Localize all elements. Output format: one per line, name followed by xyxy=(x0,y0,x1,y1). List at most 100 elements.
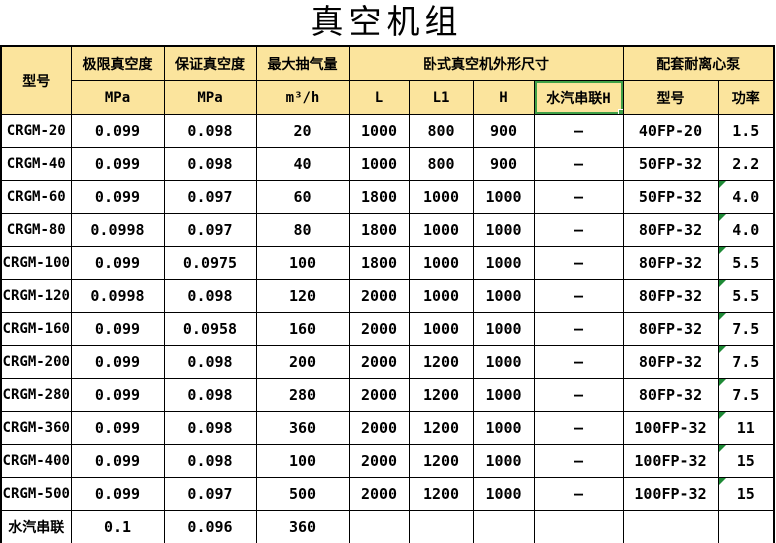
cell-pump_model[interactable]: 100FP-32 xyxy=(622,477,719,511)
cell-ultimate[interactable]: 0.1 xyxy=(70,510,165,543)
cell-H[interactable]: 1000 xyxy=(472,279,535,313)
header-max-pumping[interactable]: 最大抽气量 xyxy=(255,45,350,81)
header-unit-mpa-2[interactable]: MPa xyxy=(163,80,257,115)
header-dimensions-group[interactable]: 卧式真空机外形尺寸 xyxy=(348,45,624,81)
cell-guaranteed[interactable]: 0.097 xyxy=(163,477,257,511)
cell-L1[interactable]: 1000 xyxy=(408,279,474,313)
cell-power[interactable]: 4.0 xyxy=(717,213,775,247)
cell-max[interactable]: 160 xyxy=(255,312,350,346)
cell-ultimate[interactable]: 0.099 xyxy=(70,312,165,346)
cell-H[interactable]: 1000 xyxy=(472,477,535,511)
cell-L[interactable]: 2000 xyxy=(348,411,410,445)
cell-pump_model[interactable]: 50FP-32 xyxy=(622,180,719,214)
cell-steam_h[interactable]: – xyxy=(533,345,624,379)
cell-max[interactable]: 500 xyxy=(255,477,350,511)
cell-steam_h[interactable]: – xyxy=(533,279,624,313)
cell-L[interactable]: 2000 xyxy=(348,345,410,379)
cell-L1[interactable]: 800 xyxy=(408,147,474,181)
header-guaranteed-vacuum[interactable]: 保证真空度 xyxy=(163,45,257,81)
cell-guaranteed[interactable]: 0.098 xyxy=(163,345,257,379)
cell-pump_model[interactable]: 80FP-32 xyxy=(622,345,719,379)
cell-H[interactable] xyxy=(472,510,535,543)
cell-model[interactable]: CRGM-60 xyxy=(0,180,72,214)
cell-pump_model[interactable]: 40FP-20 xyxy=(622,114,719,148)
cell-power[interactable]: 5.5 xyxy=(717,246,775,280)
cell-L1[interactable]: 1000 xyxy=(408,180,474,214)
cell-ultimate[interactable]: 0.0998 xyxy=(70,279,165,313)
cell-ultimate[interactable]: 0.099 xyxy=(70,411,165,445)
cell-guaranteed[interactable]: 0.098 xyxy=(163,378,257,412)
cell-max[interactable]: 100 xyxy=(255,246,350,280)
cell-model[interactable]: CRGM-400 xyxy=(0,444,72,478)
cell-L[interactable]: 2000 xyxy=(348,378,410,412)
sheet-title[interactable]: 真空机组 xyxy=(310,5,463,41)
cell-pump_model[interactable]: 100FP-32 xyxy=(622,444,719,478)
cell-steam_h[interactable]: – xyxy=(533,147,624,181)
cell-pump_model[interactable]: 80FP-32 xyxy=(622,312,719,346)
cell-guaranteed[interactable]: 0.098 xyxy=(163,411,257,445)
cell-L[interactable]: 1800 xyxy=(348,213,410,247)
cell-max[interactable]: 40 xyxy=(255,147,350,181)
cell-steam_h[interactable]: – xyxy=(533,477,624,511)
cell-L[interactable]: 1800 xyxy=(348,246,410,280)
cell-ultimate[interactable]: 0.099 xyxy=(70,114,165,148)
cell-L1[interactable]: 1200 xyxy=(408,444,474,478)
cell-ultimate[interactable]: 0.099 xyxy=(70,378,165,412)
cell-max[interactable]: 120 xyxy=(255,279,350,313)
cell-model[interactable]: CRGM-160 xyxy=(0,312,72,346)
cell-power[interactable]: 5.5 xyxy=(717,279,775,313)
cell-model[interactable]: CRGM-280 xyxy=(0,378,72,412)
fill-handle[interactable] xyxy=(617,109,622,114)
cell-pump_model[interactable]: 100FP-32 xyxy=(622,411,719,445)
header-dim-h[interactable]: H xyxy=(472,80,535,115)
cell-max[interactable]: 360 xyxy=(255,411,350,445)
cell-steam_h[interactable]: – xyxy=(533,312,624,346)
cell-steam_h[interactable]: – xyxy=(533,378,624,412)
cell-pump_model[interactable]: 50FP-32 xyxy=(622,147,719,181)
cell-L1[interactable]: 1200 xyxy=(408,477,474,511)
cell-power[interactable] xyxy=(717,510,775,543)
cell-steam_h[interactable]: – xyxy=(533,213,624,247)
cell-guaranteed[interactable]: 0.098 xyxy=(163,114,257,148)
cell-model[interactable]: CRGM-100 xyxy=(0,246,72,280)
cell-H[interactable]: 1000 xyxy=(472,444,535,478)
header-pump-power[interactable]: 功率 xyxy=(717,80,775,115)
cell-ultimate[interactable]: 0.099 xyxy=(70,147,165,181)
cell-H[interactable]: 1000 xyxy=(472,180,535,214)
cell-guaranteed[interactable]: 0.098 xyxy=(163,279,257,313)
cell-pump_model[interactable]: 80FP-32 xyxy=(622,378,719,412)
cell-ultimate[interactable]: 0.0998 xyxy=(70,213,165,247)
cell-L1[interactable]: 1200 xyxy=(408,378,474,412)
cell-L[interactable]: 1000 xyxy=(348,114,410,148)
header-ultimate-vacuum[interactable]: 极限真空度 xyxy=(70,45,165,81)
cell-L1[interactable]: 1200 xyxy=(408,345,474,379)
cell-ultimate[interactable]: 0.099 xyxy=(70,477,165,511)
header-dim-l1[interactable]: L1 xyxy=(408,80,474,115)
cell-L[interactable]: 2000 xyxy=(348,477,410,511)
cell-power[interactable]: 15 xyxy=(717,444,775,478)
cell-max[interactable]: 20 xyxy=(255,114,350,148)
cell-pump_model[interactable] xyxy=(622,510,719,543)
cell-guaranteed[interactable]: 0.0975 xyxy=(163,246,257,280)
header-steam-series-h-selected-cell[interactable]: 水汽串联H xyxy=(533,80,624,115)
cell-L1[interactable] xyxy=(408,510,474,543)
cell-L1[interactable]: 1200 xyxy=(408,411,474,445)
cell-power[interactable]: 7.5 xyxy=(717,312,775,346)
cell-max[interactable]: 360 xyxy=(255,510,350,543)
cell-power[interactable]: 7.5 xyxy=(717,345,775,379)
cell-steam_h[interactable]: – xyxy=(533,180,624,214)
cell-max[interactable]: 60 xyxy=(255,180,350,214)
header-model[interactable]: 型号 xyxy=(0,45,72,115)
header-pump-group[interactable]: 配套耐离心泵 xyxy=(622,45,775,81)
cell-model[interactable]: CRGM-120 xyxy=(0,279,72,313)
cell-ultimate[interactable]: 0.099 xyxy=(70,180,165,214)
cell-steam_h[interactable] xyxy=(533,510,624,543)
cell-L1[interactable]: 1000 xyxy=(408,246,474,280)
cell-H[interactable]: 1000 xyxy=(472,345,535,379)
cell-L[interactable] xyxy=(348,510,410,543)
cell-max[interactable]: 80 xyxy=(255,213,350,247)
cell-steam_h[interactable]: – xyxy=(533,444,624,478)
cell-model[interactable]: 水汽串联 xyxy=(0,510,72,543)
cell-H[interactable]: 900 xyxy=(472,114,535,148)
cell-max[interactable]: 280 xyxy=(255,378,350,412)
